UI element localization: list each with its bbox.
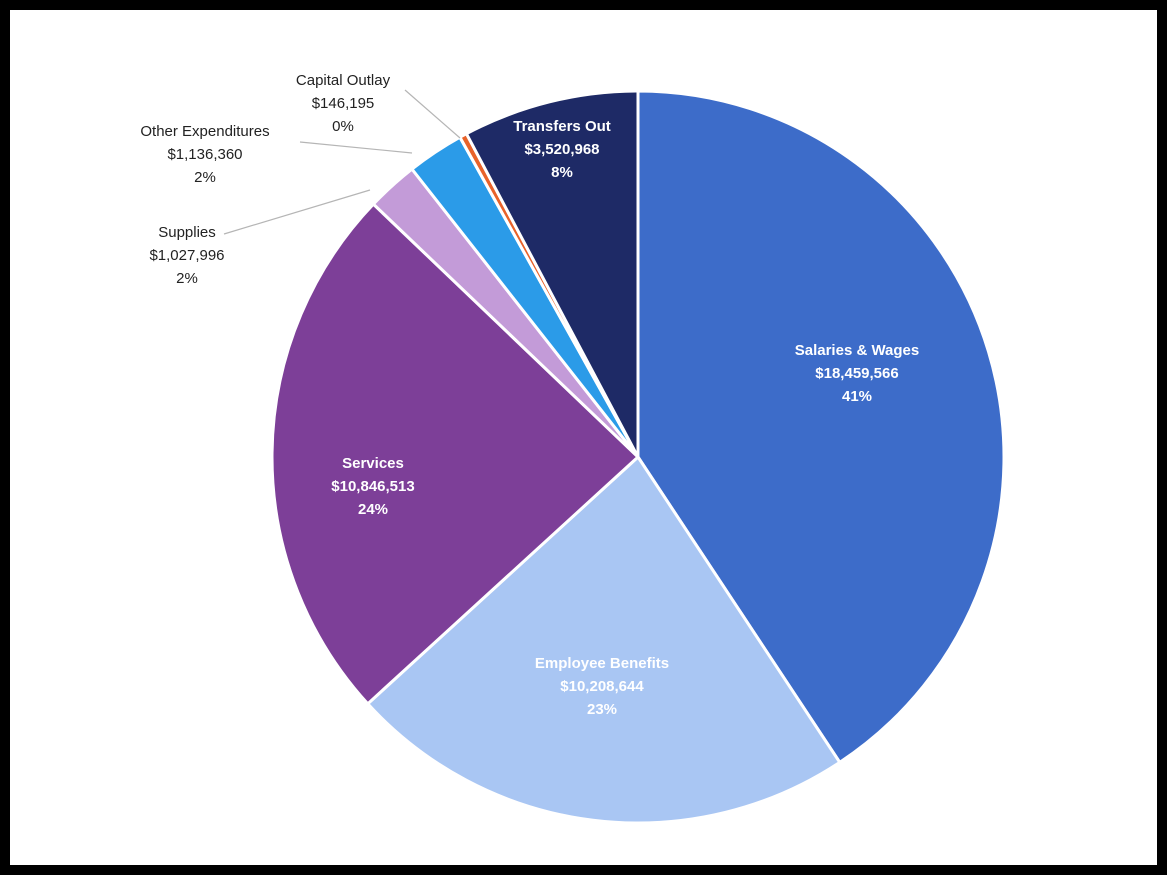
leader-line-capital-outlay — [404, 89, 461, 139]
slice-label-salaries-and-wages-value: $18,459,566 — [815, 365, 898, 382]
slice-label-other-expenditures: Other Expenditures $1,136,360 2% — [140, 123, 269, 186]
slice-label-capital-outlay: Capital Outlay $146,195 0% — [296, 72, 391, 135]
slice-label-salaries-and-wages: Salaries & Wages $18,459,566 41% — [795, 342, 920, 405]
slice-label-employee-benefits-name: Employee Benefits — [535, 655, 669, 672]
slice-label-other-expenditures-percent: 2% — [194, 169, 216, 186]
slice-label-transfers-out-value: $3,520,968 — [524, 141, 599, 158]
slice-label-salaries-and-wages-name: Salaries & Wages — [795, 342, 920, 359]
slice-label-other-expenditures-value: $1,136,360 — [167, 146, 242, 163]
pie-slice-services — [270, 202, 640, 706]
slice-label-salaries-and-wages-percent: 41% — [842, 388, 872, 405]
slice-label-services-value: $10,846,513 — [331, 478, 414, 495]
slice-label-transfers-out-percent: 8% — [551, 164, 573, 181]
slice-label-supplies-value: $1,027,996 — [149, 247, 224, 264]
slice-label-supplies: Supplies $1,027,996 2% — [149, 224, 224, 287]
slice-label-services-name: Services — [342, 455, 404, 472]
slice-label-transfers-out-name: Transfers Out — [513, 118, 611, 135]
slice-label-capital-outlay-percent: 0% — [332, 118, 354, 135]
slice-label-supplies-percent: 2% — [176, 270, 198, 287]
slice-label-services: Services $10,846,513 24% — [331, 455, 414, 518]
slice-label-transfers-out: Transfers Out $3,520,968 8% — [513, 118, 611, 181]
leader-line-other-expenditures — [299, 141, 413, 154]
slice-label-employee-benefits-value: $10,208,644 — [560, 678, 644, 695]
slice-label-employee-benefits-percent: 23% — [587, 701, 617, 718]
pie-slice-transfers-out — [464, 89, 640, 459]
slice-label-capital-outlay-name: Capital Outlay — [296, 72, 391, 89]
slice-label-employee-benefits: Employee Benefits $10,208,644 23% — [535, 655, 669, 718]
slice-label-capital-outlay-value: $146,195 — [312, 95, 375, 112]
leader-line-supplies — [223, 189, 371, 235]
pie-slices — [270, 89, 1006, 825]
slice-labels: Salaries & Wages $18,459,566 41% Employee B… — [140, 72, 919, 718]
slice-label-other-expenditures-name: Other Expenditures — [140, 123, 269, 140]
slice-label-services-percent: 24% — [358, 501, 388, 518]
pie-slice-employee-benefits — [366, 455, 842, 825]
leader-lines — [223, 89, 461, 235]
slice-label-supplies-name: Supplies — [158, 224, 216, 241]
